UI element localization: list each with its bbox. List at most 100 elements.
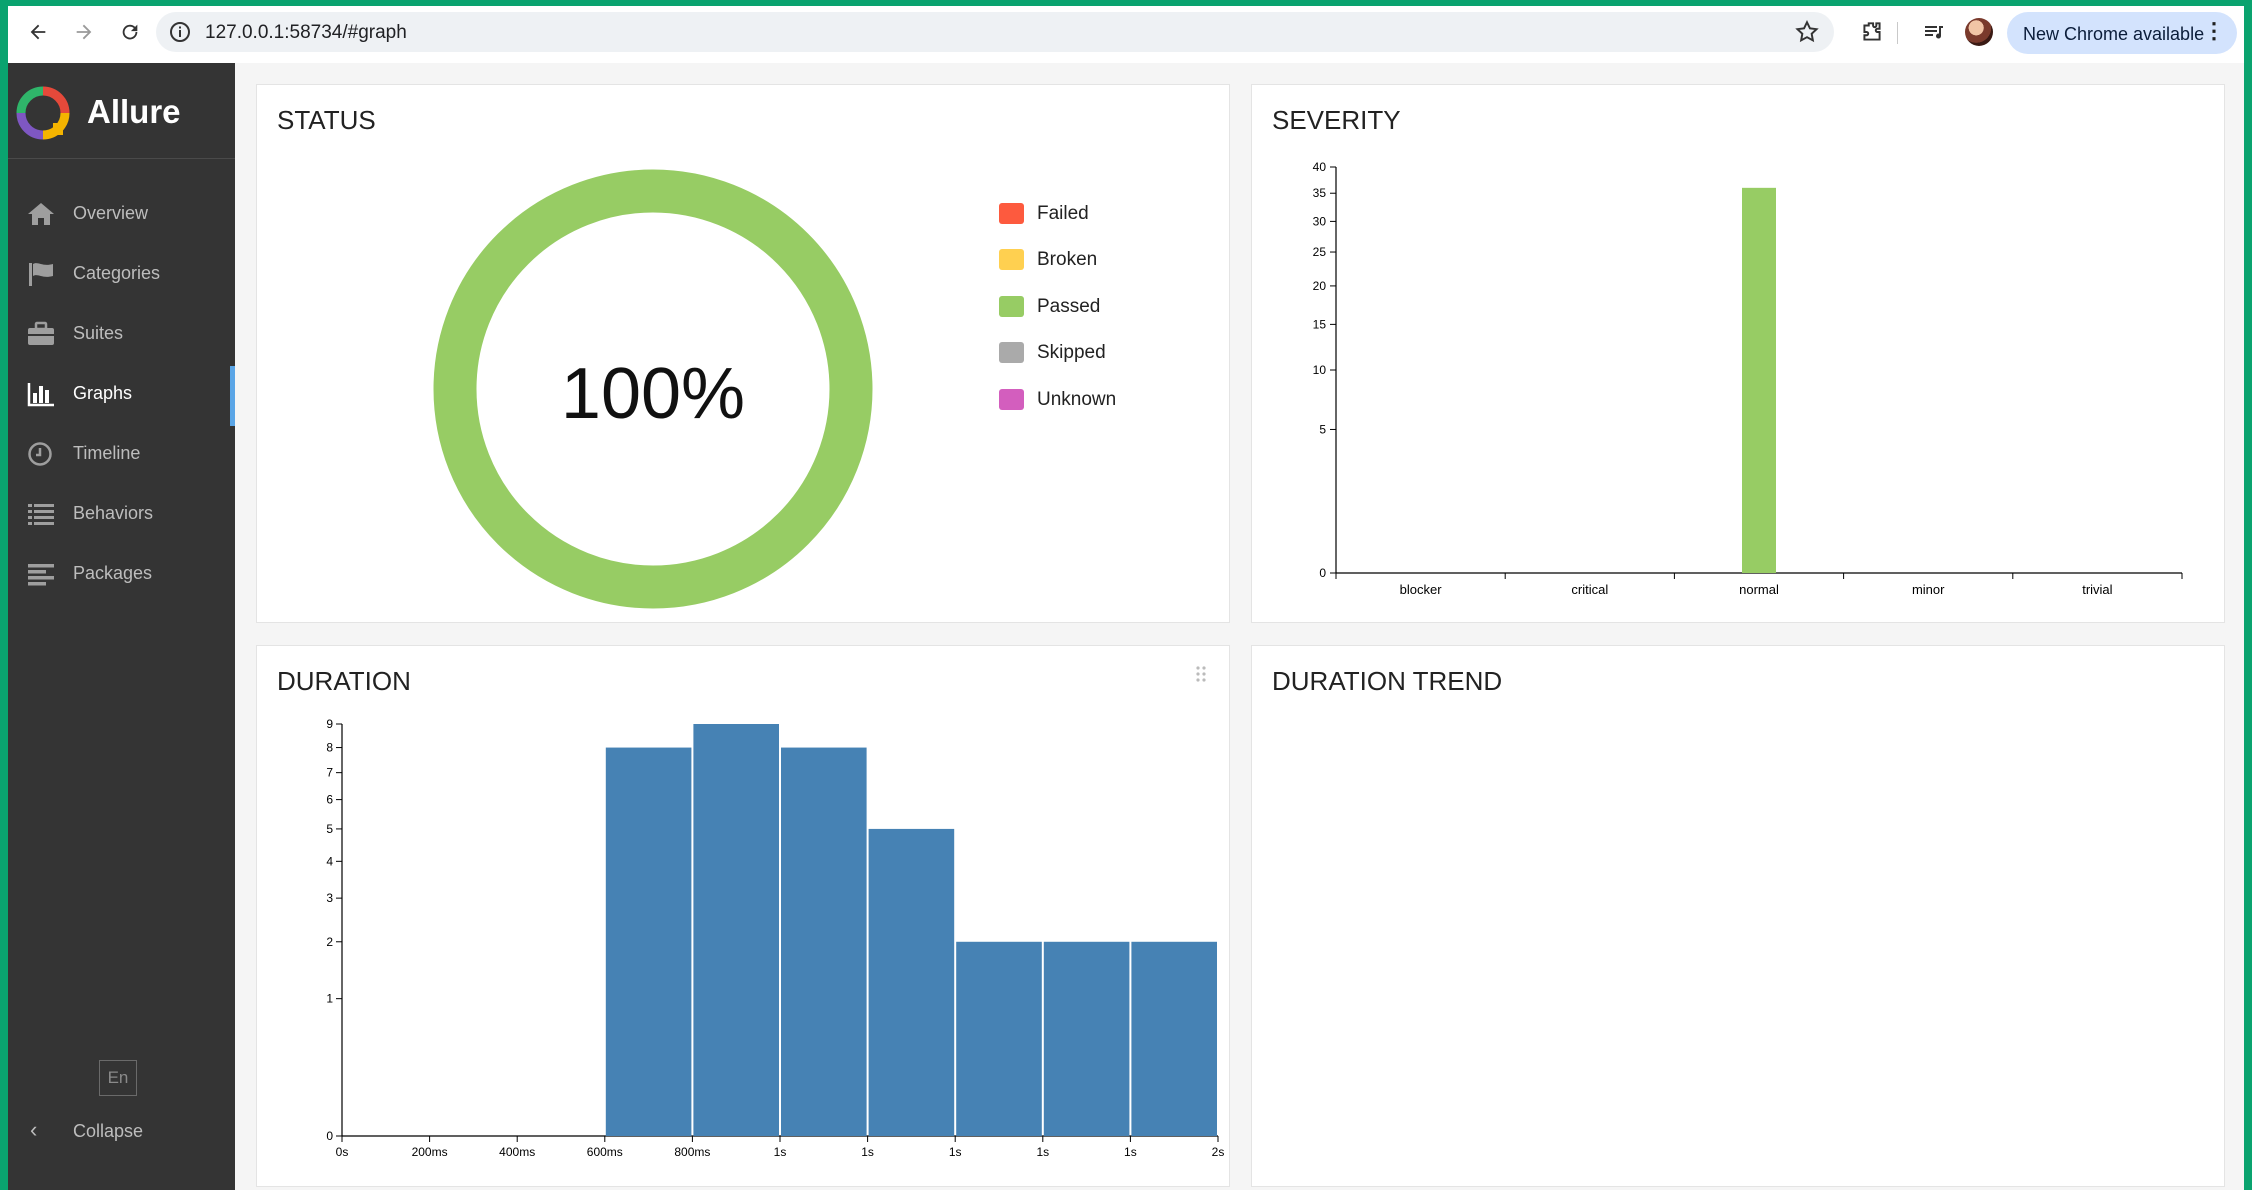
duration-bar-0 (605, 747, 692, 1136)
legend-label: Unknown (1037, 389, 1117, 410)
sidebar-item-label: Suites (73, 323, 124, 343)
y-tick-label: 5 (1319, 422, 1326, 436)
x-tick-label: 600ms (587, 1145, 623, 1159)
sidebar-item-overview[interactable]: Overview (8, 186, 235, 242)
y-tick-label: 0 (326, 1129, 333, 1143)
legend-label: Skipped (1037, 342, 1106, 363)
align-left-icon (28, 564, 54, 586)
collapse-label: Collapse (73, 1121, 144, 1141)
x-tick-label: critical (1571, 582, 1608, 597)
queue-music-icon (1925, 26, 1943, 39)
legend-swatch (999, 203, 1024, 224)
collapse-button[interactable]: ‹ Collapse (8, 1111, 235, 1151)
reload-icon (122, 24, 138, 40)
x-tick-label: 200ms (412, 1145, 448, 1159)
url-text: 127.0.0.1:58734/#graph (205, 22, 407, 43)
y-tick-label: 1 (326, 992, 333, 1006)
y-tick-label: 3 (326, 891, 333, 905)
language-button[interactable]: En (99, 1060, 137, 1096)
sidebar-item-behaviors[interactable]: Behaviors (8, 486, 235, 542)
brand-name: Allure (87, 93, 181, 130)
arrow-left-icon (30, 24, 46, 40)
toolbar-divider (1897, 22, 1898, 44)
y-tick-label: 15 (1313, 317, 1327, 331)
y-tick-label: 40 (1313, 160, 1327, 174)
graphs-content: STATUS 100% Failed Broken Passed Skipped (235, 63, 2244, 1190)
severity-panel: SEVERITY 0 5 10 15 20 25 30 35 40 blocker critical… (1251, 84, 2225, 623)
duration-trend-panel: DURATION TREND (1251, 645, 2225, 1187)
chevron-left-icon: ‹ (30, 1117, 38, 1142)
x-tick-label: 0s (336, 1145, 349, 1159)
brand[interactable]: Allure (8, 63, 235, 159)
forward-button[interactable] (66, 14, 102, 50)
more-vert-icon[interactable]: ⋮ (2203, 18, 2225, 43)
y-tick-label: 20 (1313, 279, 1327, 293)
sidebar: Allure Overview Categories Suites Graphs… (8, 63, 235, 1190)
y-tick-label: 7 (326, 766, 333, 780)
x-tick-label: 1s (861, 1145, 874, 1159)
y-tick-label: 6 (326, 793, 333, 807)
x-tick-label: 1s (949, 1145, 962, 1159)
sidebar-item-packages[interactable]: Packages (8, 546, 235, 602)
sidebar-item-categories[interactable]: Categories (8, 246, 235, 302)
y-tick-label: 5 (326, 822, 333, 836)
x-tick-label: minor (1912, 582, 1945, 597)
y-tick-label: 25 (1313, 245, 1327, 259)
panel-title: DURATION (277, 666, 411, 696)
legend-label: Broken (1037, 249, 1098, 270)
puzzle-icon (1863, 22, 1881, 41)
x-tick-label: 1s (774, 1145, 787, 1159)
sidebar-item-label: Timeline (73, 443, 141, 463)
address-bar[interactable]: 127.0.0.1:58734/#graph (156, 12, 1834, 52)
severity-bar-chart: 0 5 10 15 20 25 30 35 40 blocker critical normal min… (1313, 160, 2183, 597)
panel-title: SEVERITY (1272, 105, 1401, 135)
browser-toolbar: 127.0.0.1:58734/#graph New Chrome availa… (8, 6, 2244, 58)
drag-handle-icon[interactable] (1195, 665, 1207, 683)
browser-window: 127.0.0.1:58734/#graph New Chrome availa… (8, 6, 2244, 1190)
status-percent: 100% (561, 354, 745, 434)
sidebar-item-graphs[interactable]: Graphs (8, 366, 235, 426)
reload-button[interactable] (112, 14, 148, 50)
x-tick-label: blocker (1400, 582, 1443, 597)
legend-swatch (999, 342, 1024, 363)
status-donut-chart: 100% (433, 169, 873, 609)
status-panel: STATUS 100% Failed Broken Passed Skipped (256, 84, 1230, 623)
duration-bar-5 (1043, 941, 1130, 1136)
list-icon (28, 504, 54, 525)
bookmark-star-icon[interactable] (1794, 19, 1820, 45)
x-tick-label: trivial (2082, 582, 2112, 597)
x-tick-label: 1s (1124, 1145, 1137, 1159)
profile-avatar[interactable] (1965, 18, 1993, 46)
legend-swatch (999, 296, 1024, 317)
legend-swatch (999, 249, 1024, 270)
y-tick-label: 35 (1313, 186, 1327, 200)
duration-histogram: 0 1 2 3 4 5 6 7 8 9 0s 200ms 400ms 600ms 800ms 1s 1s 1s 1s… (326, 717, 1225, 1159)
x-tick-label: 800ms (674, 1145, 710, 1159)
y-tick-label: 0 (1319, 566, 1326, 580)
sidebar-item-label: Behaviors (73, 503, 154, 523)
status-donut-ring[interactable] (433, 169, 873, 609)
clock-icon (28, 442, 52, 466)
sidebar-item-label: Categories (73, 263, 161, 283)
y-tick-label: 30 (1313, 214, 1327, 228)
y-tick-label: 9 (326, 717, 333, 731)
x-tick-label: 1s (1036, 1145, 1049, 1159)
extensions-button[interactable] (1856, 16, 1888, 48)
sidebar-item-timeline[interactable]: Timeline (8, 426, 235, 482)
chrome-update-button[interactable]: New Chrome available ⋮ (2007, 12, 2237, 54)
site-info-icon[interactable] (168, 20, 192, 44)
duration-bar-6 (1131, 941, 1217, 1136)
legend-swatch (999, 389, 1024, 410)
allure-logo (16, 86, 70, 140)
sidebar-item-label: Packages (73, 563, 153, 583)
panel-title: STATUS (277, 105, 376, 135)
panel-title: DURATION TREND (1272, 666, 1503, 696)
severity-bar-normal (1742, 187, 1776, 573)
y-tick-label: 10 (1313, 363, 1327, 377)
flag-icon (29, 263, 53, 286)
x-tick-label: 400ms (499, 1145, 535, 1159)
back-button[interactable] (20, 14, 56, 50)
x-tick-label: 2s (1212, 1145, 1225, 1159)
sidebar-item-suites[interactable]: Suites (8, 306, 235, 362)
media-control-button[interactable] (1918, 16, 1950, 48)
